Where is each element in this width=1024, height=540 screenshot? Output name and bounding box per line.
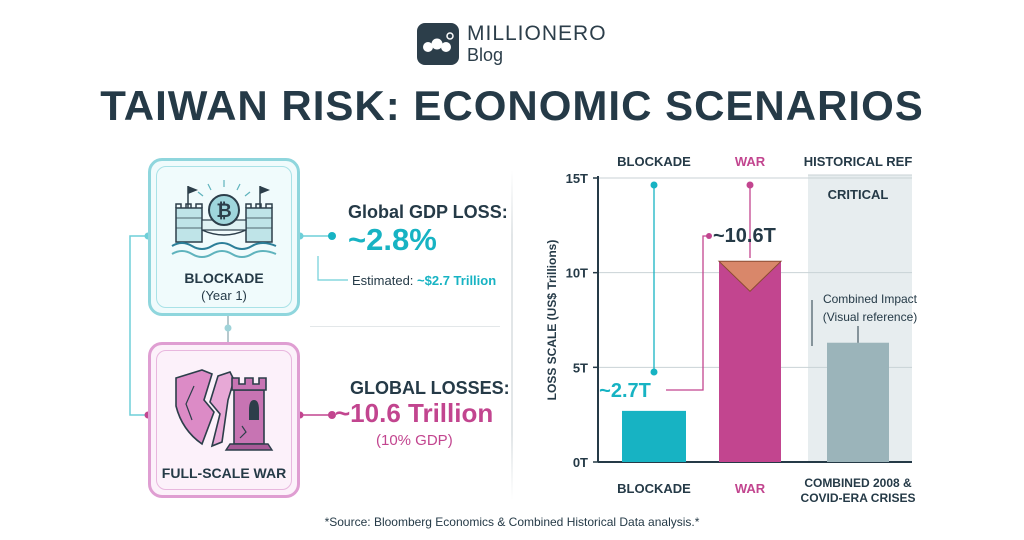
x-tick-label-2: WAR xyxy=(735,481,766,496)
blockade-card xyxy=(148,158,300,316)
blockade-card-inner xyxy=(156,166,292,308)
war-label: FULL-SCALE WAR xyxy=(161,465,287,481)
x-tick-label-1: BLOCKADE xyxy=(617,481,691,496)
estimate-value: ~$2.7 Trillion xyxy=(417,273,497,288)
war-card-inner xyxy=(156,350,292,490)
y-tick-label: 10T xyxy=(566,266,588,281)
top-label-2: WAR xyxy=(735,154,766,169)
bar-1 xyxy=(622,410,686,462)
combined-impact-label: Combined Impact xyxy=(823,292,918,306)
leader-dot xyxy=(650,368,658,376)
blockade-stat-heading: Global GDP LOSS: xyxy=(348,202,508,222)
brand-logo xyxy=(417,23,459,65)
section-divider xyxy=(511,170,513,500)
top-label-1: BLOCKADE xyxy=(617,154,691,169)
leader-dot xyxy=(650,181,658,189)
y-axis-label: LOSS SCALE (US$ Trillions) xyxy=(545,240,559,401)
war-stat-value: ~10.6 Trillion xyxy=(335,398,494,428)
svg-text:₿: ₿ xyxy=(216,201,231,222)
y-axis-ticks: 0T 5T 10T 15T xyxy=(566,171,588,470)
brand-subtitle: Blog xyxy=(467,45,504,65)
war-value-label: ~10.6T xyxy=(713,225,776,247)
war-bar-accent xyxy=(717,260,783,293)
blockade-value-label: ~2.7T xyxy=(599,380,651,402)
broken-shield-tower-icon xyxy=(175,369,274,451)
blockade-stat-value: ~2.8% xyxy=(348,222,437,257)
blockade-estimate-note: Estimated: ~$2.7 Trillion xyxy=(352,273,496,288)
top-label-3: HISTORICAL REF xyxy=(804,154,913,169)
note-connector xyxy=(317,256,348,281)
war-stat-heading: GLOBAL LOSSES: xyxy=(350,378,510,398)
page-title: TAIWAN RISK: ECONOMIC SCENARIOS xyxy=(100,82,924,129)
visual-reference-label: (Visual reference) xyxy=(823,310,918,324)
critical-label: CRITICAL xyxy=(828,187,889,202)
stat-divider xyxy=(310,326,500,327)
estimate-prefix: Estimated: xyxy=(352,273,414,288)
leader-dot xyxy=(706,233,712,239)
bridge-bitcoin-icon: ₿ xyxy=(171,180,277,258)
blockade-sublabel: (Year 1) xyxy=(201,288,247,303)
bar-2 xyxy=(719,261,781,462)
source-note: *Source: Bloomberg Economics & Combined … xyxy=(324,515,700,529)
millionero-logo-icon xyxy=(423,32,454,52)
blockade-label: BLOCKADE xyxy=(184,270,264,286)
brand-name: MILLIONERO xyxy=(467,22,607,45)
bar-3 xyxy=(827,342,889,462)
leader-dot xyxy=(746,181,754,189)
x-tick-label-3: COMBINED 2008 & COVID-ERA CRISES xyxy=(801,476,916,505)
war-stat-note: (10% GDP) xyxy=(376,432,453,449)
y-tick-label: 0T xyxy=(573,455,588,470)
y-tick-label: 15T xyxy=(566,171,588,186)
y-tick-label: 5T xyxy=(573,360,588,375)
